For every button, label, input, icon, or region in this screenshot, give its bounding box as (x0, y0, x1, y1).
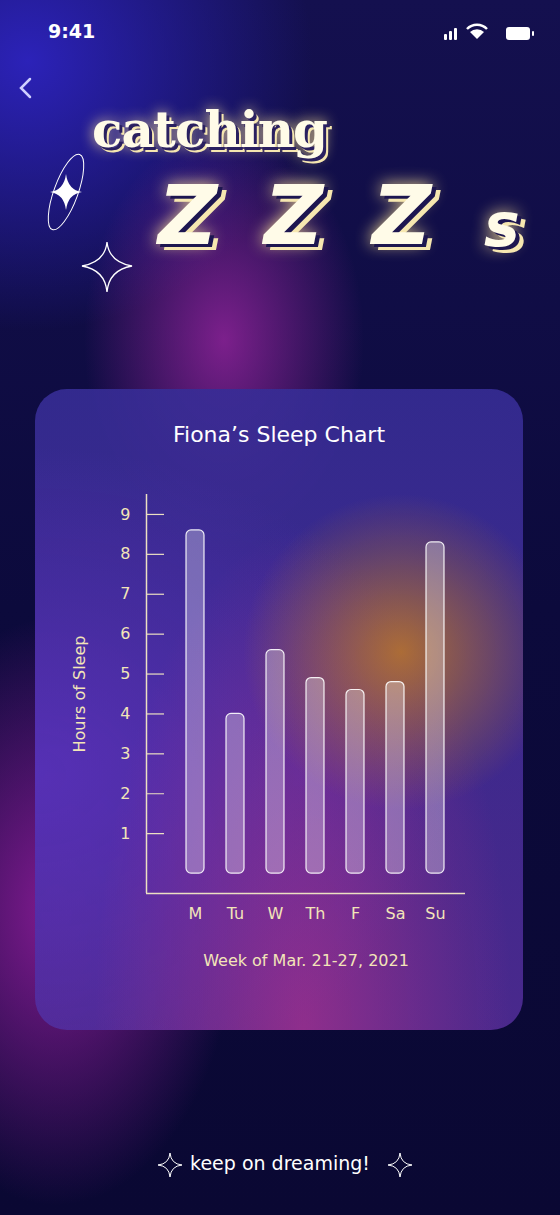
svg-text:Tu: Tu (226, 904, 244, 923)
html-text:Z: Z (158, 168, 218, 263)
svg-text:3: 3 (120, 744, 130, 763)
svg-text:4: 4 (120, 704, 130, 723)
html-text:Z: Z (372, 168, 432, 263)
svg-text:9: 9 (120, 505, 130, 524)
svg-text:W: W (268, 904, 284, 923)
svg-text:Su: Su (425, 904, 445, 923)
svg-text:F: F (351, 904, 360, 923)
svg-text:Hours of Sleep: Hours of Sleep (70, 636, 89, 753)
html-text:catching: catching (92, 100, 327, 159)
svg-text:Sa: Sa (386, 904, 406, 923)
svg-text:Week of Mar. 21-27, 2021: Week of Mar. 21-27, 2021 (203, 951, 409, 970)
svg-text:7: 7 (120, 584, 130, 603)
html-text:Fiona’s Sleep Chart: Fiona’s Sleep Chart (173, 422, 385, 447)
svg-text:2: 2 (120, 784, 130, 803)
svg-text:Th: Th (305, 904, 326, 923)
html-text:s: s (484, 190, 520, 260)
svg-text:8: 8 (120, 544, 130, 563)
svg-text:M: M (189, 904, 203, 923)
html-text:keep on dreaming!: keep on dreaming! (190, 1152, 370, 1174)
svg-text:6: 6 (120, 624, 130, 643)
html-text:9:41: 9:41 (48, 20, 96, 42)
svg-text:1: 1 (120, 824, 130, 843)
svg-text:5: 5 (120, 664, 130, 683)
html-text:Z: Z (264, 168, 324, 263)
